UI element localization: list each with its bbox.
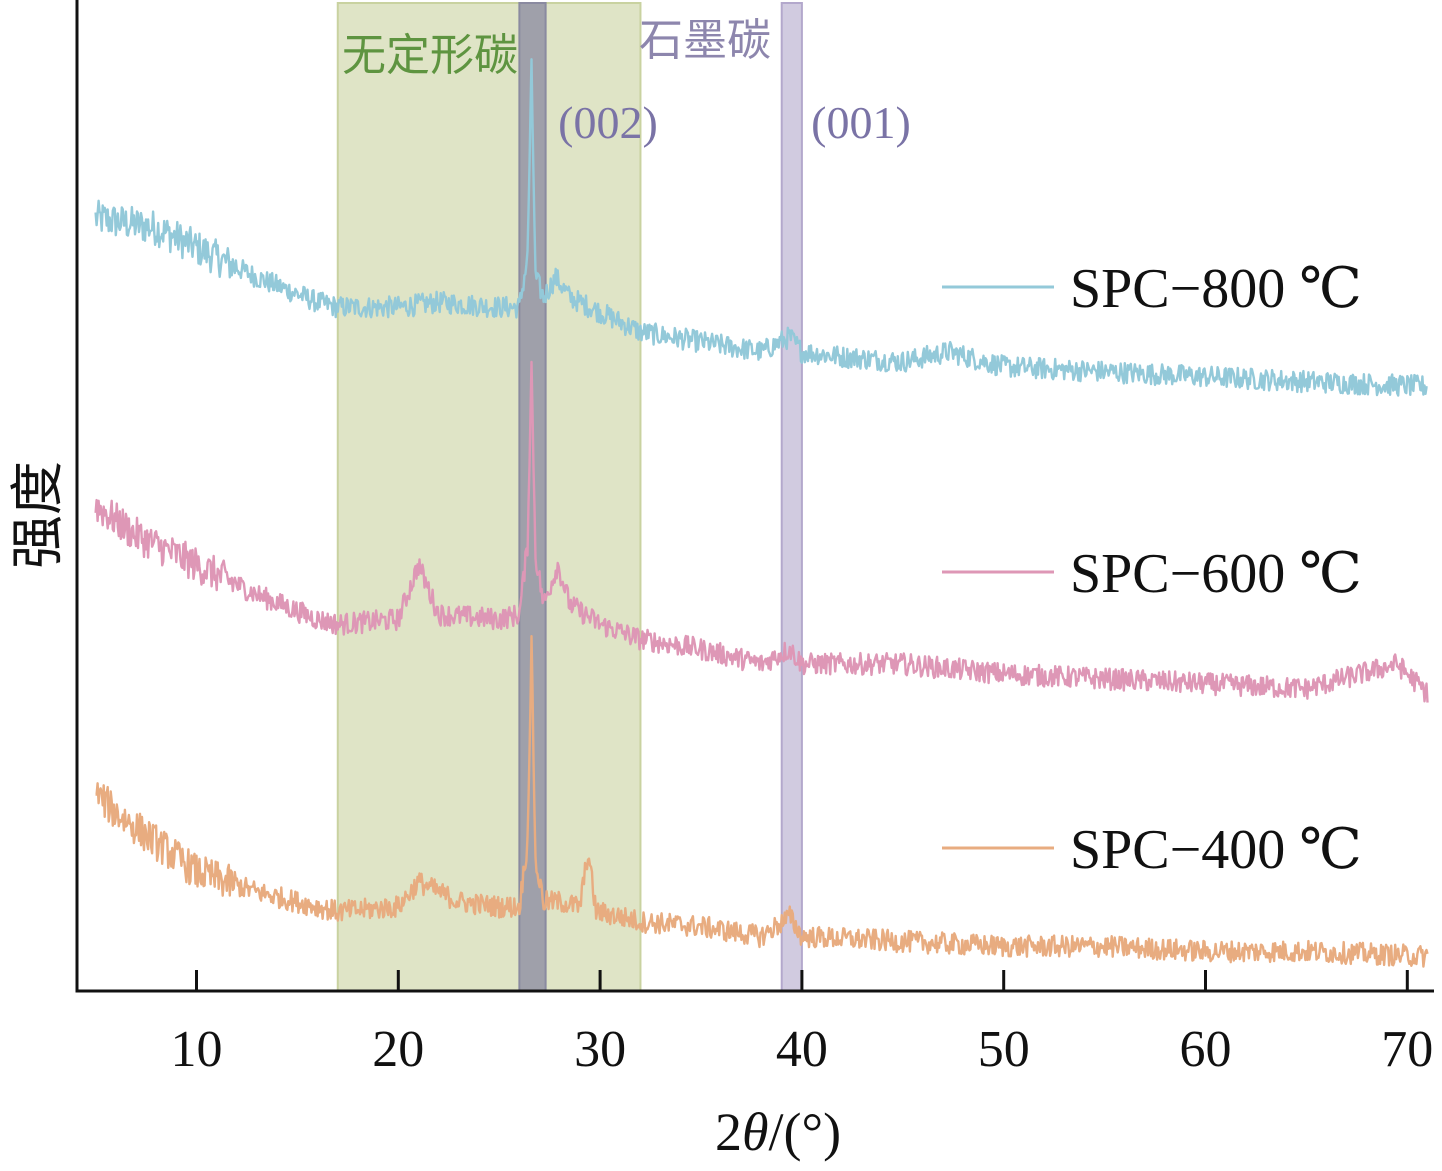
x-tick-label-20: 20: [372, 1021, 424, 1078]
series-line-0: [94, 58, 1428, 397]
region-label-0: 无定形碳: [342, 30, 518, 81]
legend-label-0: SPC−800 ℃: [1070, 258, 1362, 320]
series-lines: [94, 58, 1429, 968]
x-tick-label-10: 10: [171, 1021, 223, 1078]
y-axis-title: 强度: [8, 461, 68, 569]
legend-label-1: SPC−600 ℃: [1070, 543, 1362, 605]
peak-labels: (002) (001): [558, 97, 911, 148]
x-tick-label-40: 40: [776, 1021, 828, 1078]
shaded-regions: 无定形碳 石墨碳: [336, 2, 803, 992]
series-line-2: [95, 635, 1429, 968]
x-tick-label-70: 70: [1381, 1021, 1433, 1078]
legend-label-2: SPC−400 ℃: [1070, 819, 1362, 881]
x-axis-title: 2θ/(°): [715, 1102, 841, 1162]
series-line-1: [94, 360, 1429, 703]
x-tick-label-30: 30: [574, 1021, 626, 1078]
x-tick-label-50: 50: [978, 1021, 1030, 1078]
x-ticks: 10 20 30 40 50 60 70: [171, 970, 1433, 1078]
region-2: [780, 2, 803, 992]
peak-label-1: (001): [811, 97, 911, 148]
legend: SPC−800 ℃ SPC−600 ℃ SPC−400 ℃: [942, 258, 1362, 881]
region-0: [336, 2, 642, 992]
peak-label-0: (002): [558, 97, 658, 148]
x-tick-label-60: 60: [1180, 1021, 1232, 1078]
region-label-2: 石墨碳: [639, 15, 771, 66]
